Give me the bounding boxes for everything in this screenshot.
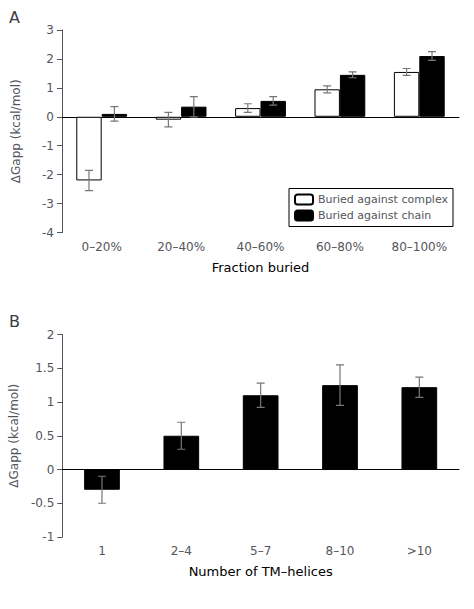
svg-text:-1: -1 bbox=[42, 530, 54, 544]
svg-text:60–80%: 60–80% bbox=[316, 240, 364, 254]
svg-text:0–20%: 0–20% bbox=[82, 240, 122, 254]
svg-text:5–7: 5–7 bbox=[250, 544, 271, 558]
svg-text:3: 3 bbox=[46, 23, 54, 37]
svg-text:1: 1 bbox=[46, 81, 54, 95]
svg-text:Fraction buried: Fraction buried bbox=[212, 260, 310, 275]
svg-text:1.5: 1.5 bbox=[35, 361, 54, 375]
svg-text:Number of TM–helices: Number of TM–helices bbox=[189, 564, 333, 579]
svg-text:2: 2 bbox=[46, 52, 54, 66]
svg-text:>10: >10 bbox=[407, 544, 432, 558]
svg-text:20–40%: 20–40% bbox=[157, 240, 205, 254]
svg-text:2: 2 bbox=[47, 328, 55, 342]
svg-text:A: A bbox=[9, 8, 20, 27]
svg-text:ΔGapp (kcal/mol): ΔGapp (kcal/mol) bbox=[9, 79, 23, 183]
svg-text:2–4: 2–4 bbox=[171, 544, 192, 558]
svg-text:-2: -2 bbox=[42, 168, 54, 182]
svg-text:-3: -3 bbox=[42, 197, 54, 211]
svg-text:0: 0 bbox=[46, 110, 54, 124]
svg-text:-4: -4 bbox=[42, 226, 54, 240]
svg-text:-1: -1 bbox=[42, 139, 54, 153]
svg-text:80–100%: 80–100% bbox=[392, 240, 448, 254]
svg-text:0: 0 bbox=[47, 463, 55, 477]
svg-text:ΔGapp (kcal/mol): ΔGapp (kcal/mol) bbox=[7, 384, 21, 488]
svg-text:1: 1 bbox=[98, 544, 106, 558]
svg-text:40–60%: 40–60% bbox=[237, 240, 285, 254]
svg-text:8–10: 8–10 bbox=[326, 544, 355, 558]
svg-text:Buried against complex: Buried against complex bbox=[318, 193, 448, 206]
svg-text:-0.5: -0.5 bbox=[31, 496, 54, 510]
svg-text:0.5: 0.5 bbox=[35, 429, 54, 443]
svg-text:Buried against chain: Buried against chain bbox=[318, 209, 431, 222]
svg-text:B: B bbox=[9, 312, 20, 331]
svg-text:1: 1 bbox=[47, 395, 55, 409]
